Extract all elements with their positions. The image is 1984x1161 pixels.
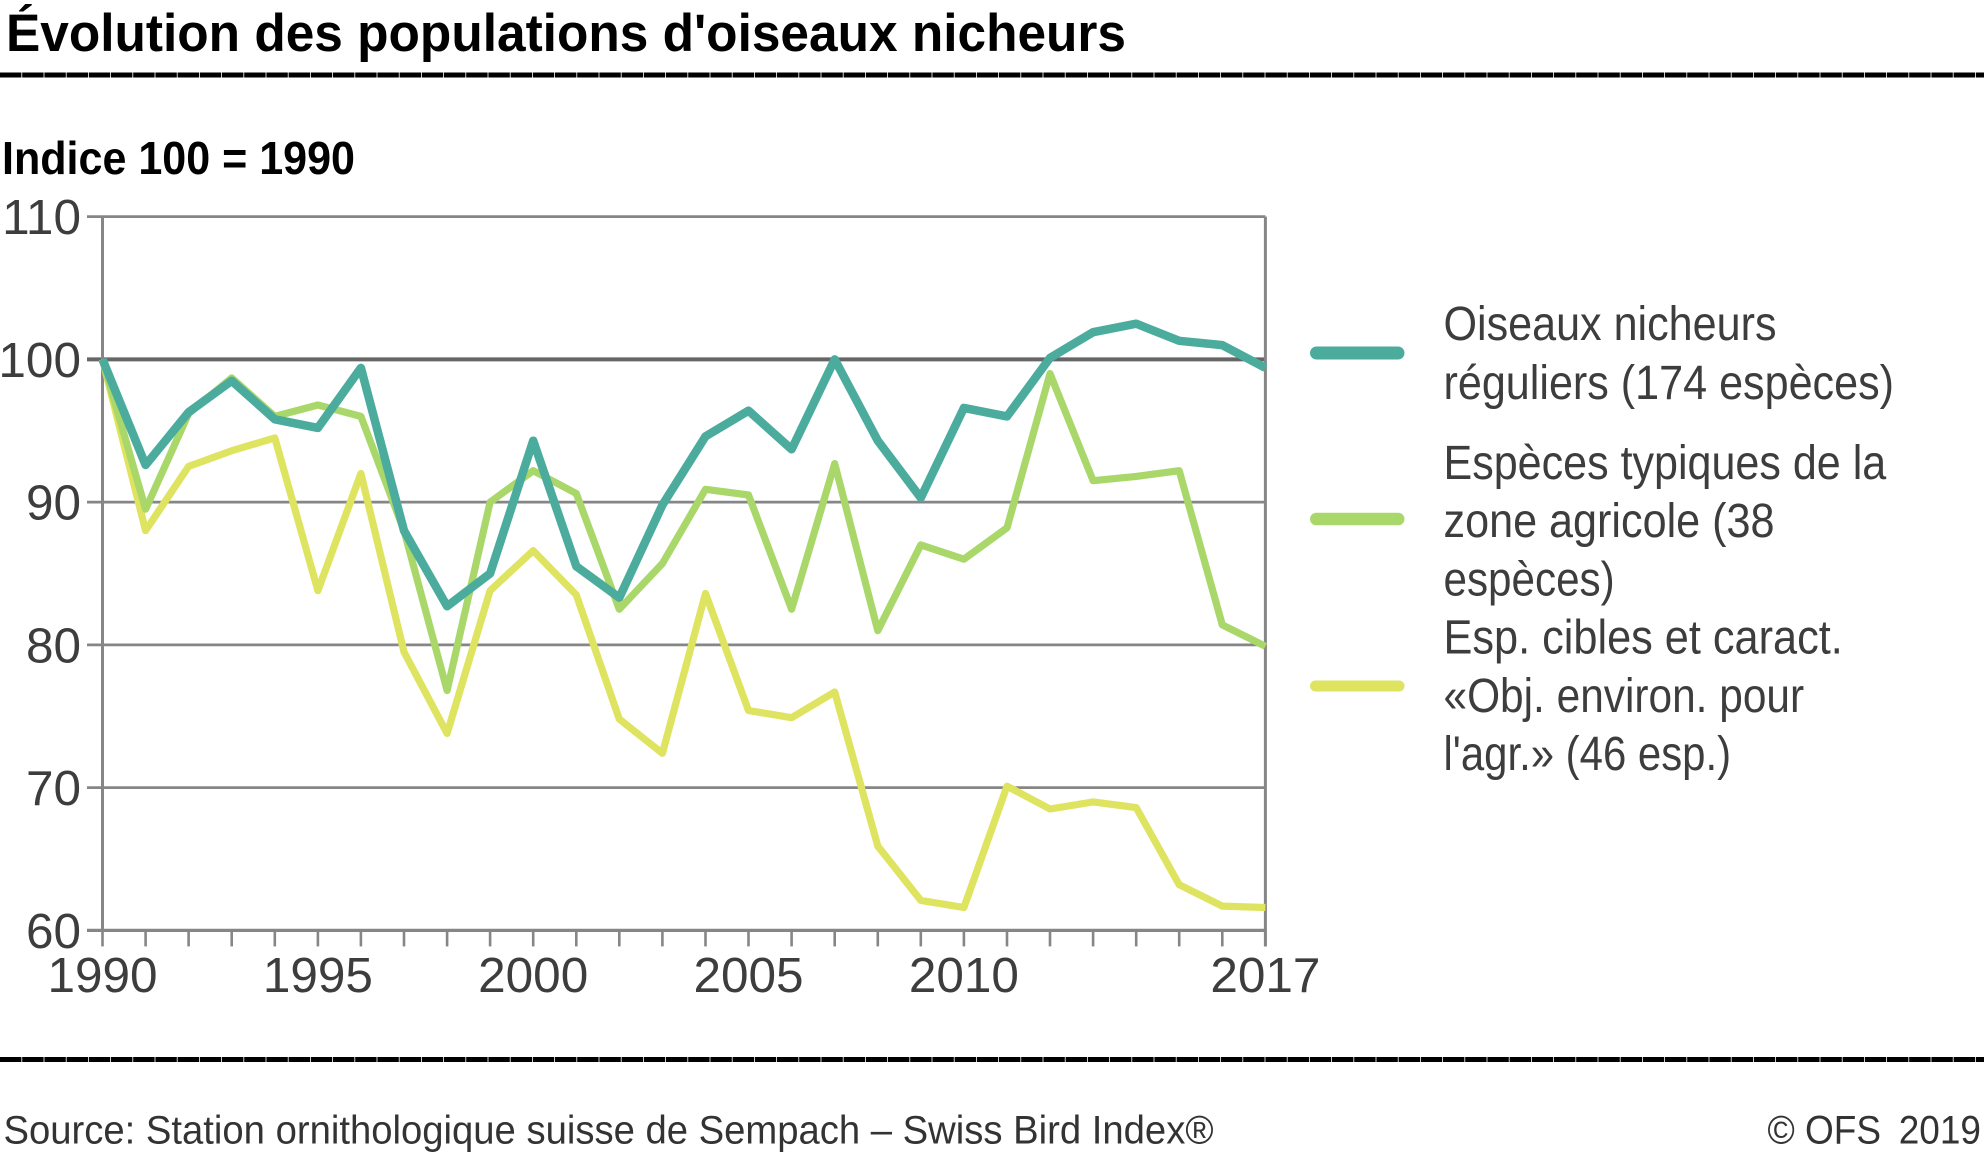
svg-text:espèces): espèces) — [1444, 553, 1615, 606]
svg-text:80: 80 — [26, 619, 81, 674]
svg-text:1995: 1995 — [263, 948, 373, 1003]
svg-text:90: 90 — [26, 476, 81, 531]
svg-text:2005: 2005 — [693, 948, 803, 1003]
svg-text:2017: 2017 — [1210, 948, 1320, 1003]
svg-text:2010: 2010 — [909, 948, 1019, 1003]
svg-text:Source: Station ornithologique: Source: Station ornithologique suisse de… — [4, 1109, 1214, 1153]
svg-text:Oiseaux nicheurs: Oiseaux nicheurs — [1444, 298, 1777, 351]
svg-text:1990: 1990 — [47, 948, 157, 1003]
svg-text:zone agricole (38: zone agricole (38 — [1444, 495, 1775, 548]
svg-text:réguliers (174 espèces): réguliers (174 espèces) — [1444, 357, 1895, 410]
svg-text:«Obj. environ. pour: «Obj. environ. pour — [1444, 670, 1805, 723]
svg-text:2000: 2000 — [478, 948, 588, 1003]
svg-text:Esp. cibles et caract.: Esp. cibles et caract. — [1444, 612, 1843, 665]
svg-text:70: 70 — [26, 761, 81, 816]
svg-text:Évolution des populations d'oi: Évolution des populations d'oiseaux nich… — [6, 3, 1126, 63]
svg-text:100: 100 — [0, 333, 81, 388]
svg-text:Espèces typiques de la: Espèces typiques de la — [1444, 437, 1887, 490]
svg-text:© OFS 2019: © OFS 2019 — [1768, 1109, 1982, 1153]
svg-text:l'agr.» (46 esp.): l'agr.» (46 esp.) — [1444, 728, 1732, 781]
svg-text:110: 110 — [2, 190, 81, 245]
svg-text:Indice 100 = 1990: Indice 100 = 1990 — [2, 132, 355, 184]
svg-text:60: 60 — [26, 904, 81, 959]
